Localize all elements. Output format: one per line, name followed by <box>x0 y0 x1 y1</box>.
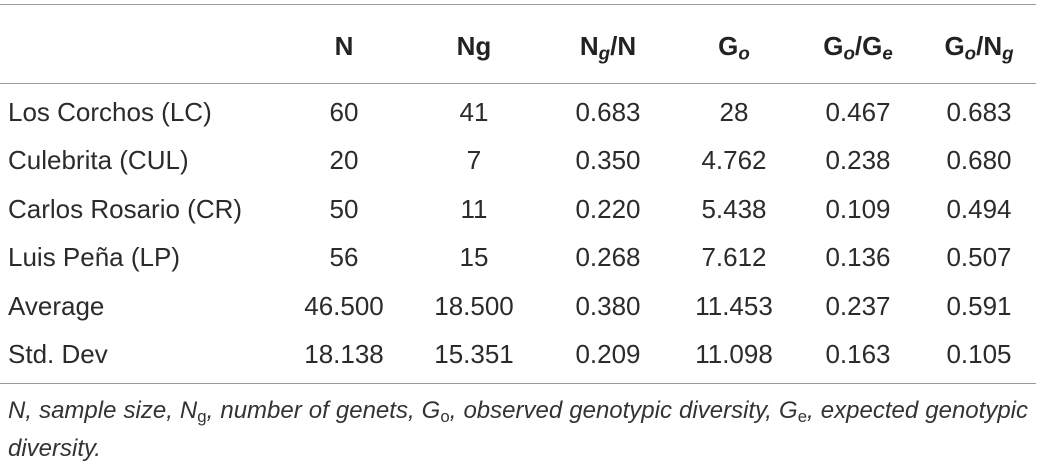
cell-ng-n: 0.683 <box>575 96 641 127</box>
cell-go-ge: 0.109 <box>825 193 891 224</box>
table-body: Los Corchos (LC) 60 41 0.683 28 0.467 0.683 Cul… <box>0 82 1036 379</box>
cell-ng-n: 0.268 <box>575 242 641 273</box>
cell-n: 18.138 <box>304 339 384 370</box>
cell-n: 20 <box>329 145 359 176</box>
header-Go-over-Ng: Go/Ng <box>944 30 1014 64</box>
cell-ng: 11 <box>460 193 488 224</box>
table-row: Luis Peña (LP) 56 15 0.268 7.612 0.136 0.507 <box>0 234 1036 283</box>
header-N: N <box>334 30 354 61</box>
cell-go-ng: 0.683 <box>946 96 1012 127</box>
table-header-rule <box>0 83 1036 84</box>
cell-go: 11.098 <box>695 339 773 370</box>
footnote-subscript: o <box>440 407 450 427</box>
table-row: Los Corchos (LC) 60 41 0.683 28 0.467 0.683 <box>0 82 1036 137</box>
cell-go-ge: 0.237 <box>825 290 891 321</box>
header-Go: Go <box>718 30 750 64</box>
table-row: Carlos Rosario (CR) 50 11 0.220 5.438 0.109 0.… <box>0 185 1036 234</box>
cell-site: Culebrita (CUL) <box>8 145 189 176</box>
footnote-text: , number of genets, G <box>206 397 441 424</box>
cell-go-ge: 0.467 <box>825 96 891 127</box>
cell-go-ng: 0.494 <box>946 193 1012 224</box>
footnote-subscript: e <box>797 407 808 427</box>
cell-ng: 15 <box>459 242 489 273</box>
table-row: Culebrita (CUL) 20 7 0.350 4.762 0.238 0.680 <box>0 137 1036 186</box>
cell-ng-n: 0.209 <box>575 339 641 370</box>
cell-go: 28 <box>719 96 749 127</box>
table-bottom-rule <box>0 383 1036 384</box>
table-row: Std. Dev 18.138 15.351 0.209 11.098 0.163 0.10… <box>0 331 1036 380</box>
cell-ng: 7 <box>466 145 482 176</box>
cell-ng-n: 0.380 <box>575 290 641 321</box>
cell-site: Std. Dev <box>8 339 108 370</box>
table-header-row: N Ng Ng/N Go Go/Ge Go/Ng <box>0 10 1036 82</box>
cell-n: 46.500 <box>304 290 384 321</box>
cell-ng: 15.351 <box>434 339 514 370</box>
cell-go-ng: 0.105 <box>946 339 1012 370</box>
cell-site: Luis Peña (LP) <box>8 242 180 273</box>
footnote-text: , observed genotypic diversity, G <box>449 397 798 424</box>
cell-go-ng: 0.507 <box>946 242 1012 273</box>
cell-site: Los Corchos (LC) <box>8 96 212 127</box>
cell-go-ng: 0.591 <box>946 290 1012 321</box>
cell-go: 7.612 <box>701 242 767 273</box>
cell-go: 11.453 <box>695 290 773 321</box>
header-Ng-over-N: Ng/N <box>579 30 637 64</box>
header-Go-over-Ge: Go/Ge <box>823 30 893 64</box>
cell-n: 50 <box>329 193 359 224</box>
table-row: Average 46.500 18.500 0.380 11.453 0.237 0.591 <box>0 282 1036 331</box>
cell-go-ng: 0.680 <box>946 145 1012 176</box>
table-footnote: N, sample size, Ng, number of genets, Go… <box>8 392 1028 468</box>
cell-go-ge: 0.136 <box>825 242 891 273</box>
cell-ng-n: 0.220 <box>575 193 641 224</box>
cell-ng: 18.500 <box>434 290 514 321</box>
cell-ng-n: 0.350 <box>575 145 641 176</box>
header-site <box>0 10 282 82</box>
cell-ng: 41 <box>459 96 489 127</box>
table-top-rule <box>0 4 1036 5</box>
footnote-text: N, sample size, N <box>8 397 198 424</box>
cell-site: Average <box>8 290 105 321</box>
genotypic-diversity-table: N Ng Ng/N Go Go/Ge Go/Ng Los Corchos (LC… <box>0 10 1036 379</box>
cell-site: Carlos Rosario (CR) <box>8 193 243 224</box>
footnote-subscript: g <box>197 407 207 427</box>
footnote-text: , expected genotypic diversity. <box>8 397 1029 462</box>
cell-go: 5.438 <box>701 193 767 224</box>
cell-go-ge: 0.238 <box>825 145 891 176</box>
cell-n: 56 <box>329 242 359 273</box>
cell-go: 4.762 <box>701 145 767 176</box>
cell-n: 60 <box>329 96 359 127</box>
header-Ng: Ng <box>456 30 492 61</box>
cell-go-ge: 0.163 <box>825 339 891 370</box>
